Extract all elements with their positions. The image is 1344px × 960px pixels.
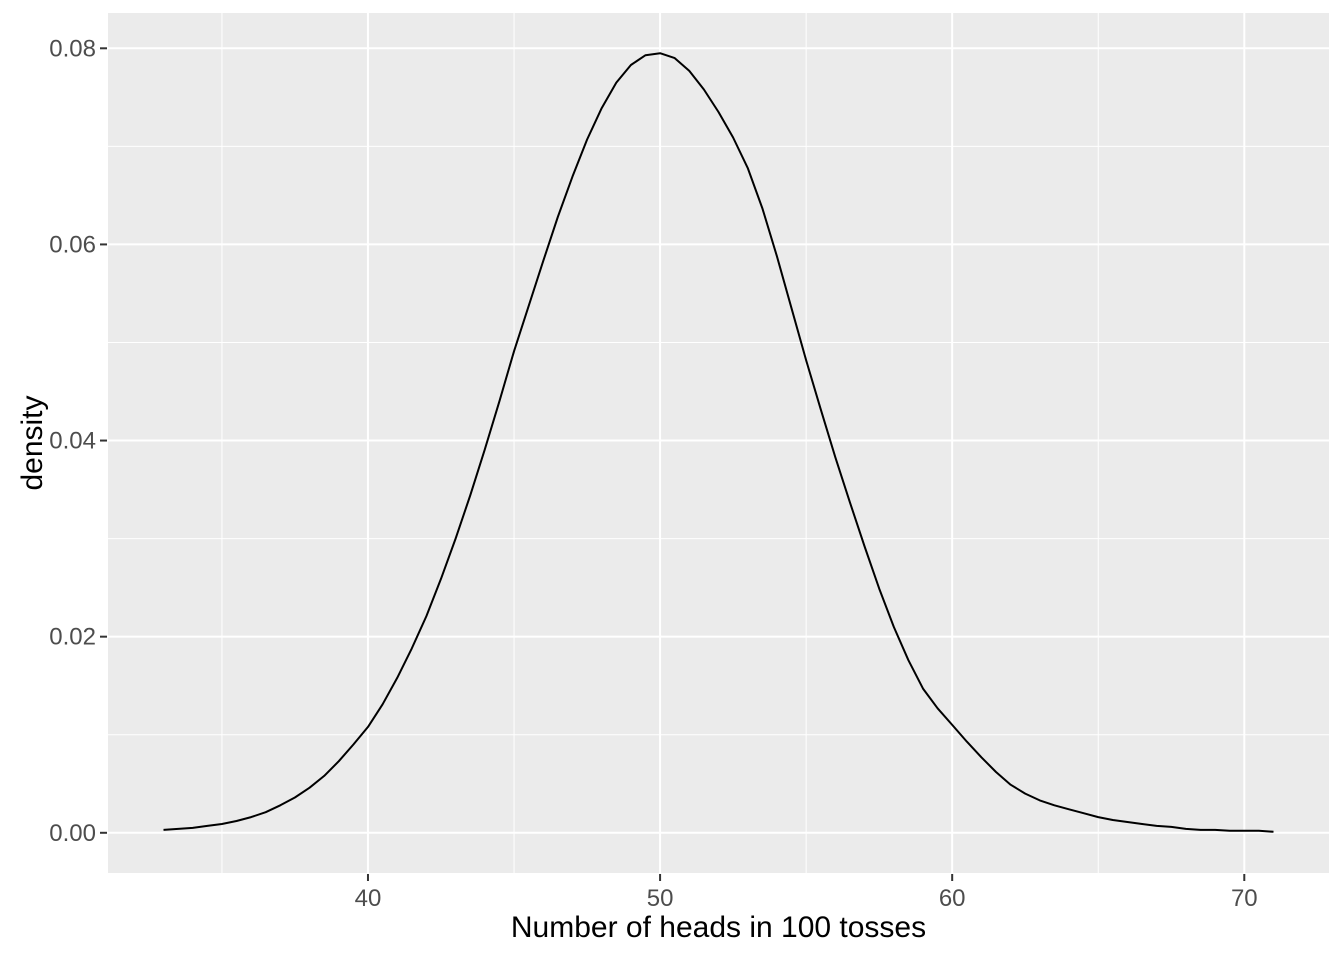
y-axis-title: density	[16, 395, 49, 491]
density-curve	[163, 52, 1274, 833]
y-tick-label: 0.02	[49, 624, 96, 651]
x-tick-label: 50	[647, 885, 674, 912]
y-tick-label: 0.00	[49, 820, 96, 847]
y-tick-label: 0.08	[49, 35, 96, 62]
x-tick-label: 70	[1231, 885, 1258, 912]
x-tick-label: 60	[939, 885, 966, 912]
x-axis-title: Number of heads in 100 tosses	[510, 911, 927, 944]
x-tick-label: 40	[355, 885, 382, 912]
y-tick-label: 0.06	[49, 231, 96, 258]
plot-panel	[108, 13, 1329, 873]
y-tick-label: 0.04	[49, 428, 96, 455]
